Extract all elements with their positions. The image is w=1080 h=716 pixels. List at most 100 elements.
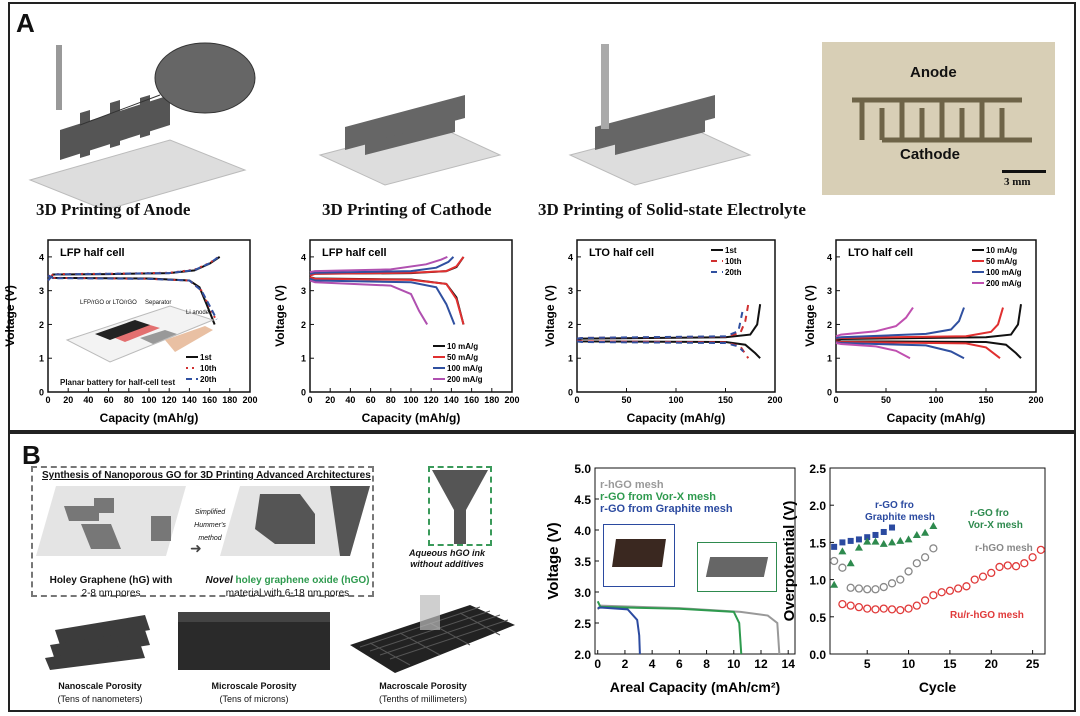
data-point-triangle: [879, 539, 888, 547]
caption-electrolyte: 3D Printing of Solid-state Electrolyte: [538, 200, 806, 219]
arrow-label: Simplified Hummer's method: [194, 509, 226, 542]
data-point-circle: [887, 579, 897, 588]
chart-lto-rates: 0 50 100 150 200 0 1 2 3 4 Capacity (mAh/g) Voltage…: [803, 239, 1044, 425]
y-tick-label: 2.0: [574, 648, 591, 662]
legend-label: 100 mA/g: [986, 268, 1022, 277]
x-tick-label: 5: [864, 657, 871, 671]
data-point-square: [872, 531, 879, 538]
data-point-circle: [896, 605, 905, 615]
data-point-circle: [929, 591, 938, 600]
x-tick-label: 50: [621, 395, 631, 405]
data-point-circle: [871, 605, 880, 614]
series-line: [596, 600, 743, 655]
data-point-square: [855, 536, 862, 543]
data-point-triangle: [871, 537, 880, 545]
y-tick-label: 3: [827, 286, 832, 296]
y-tick-label: 2.0: [809, 499, 826, 513]
y-tick-label: 3.5: [574, 555, 591, 569]
hg-caption-2: 2-8 nm pores: [81, 588, 141, 599]
data-point-triangle: [854, 543, 863, 551]
data-point-circle: [1020, 559, 1029, 568]
data-point-triangle: [838, 547, 847, 555]
x-tick-label: 160: [202, 395, 217, 405]
y-tick-label: 4.5: [574, 493, 591, 507]
y-tick-label: 0.0: [809, 648, 826, 662]
data-point-circle: [987, 568, 996, 578]
y-axis-label: Overpotential (V): [781, 501, 798, 622]
y-axis-label: Voltage (V): [3, 285, 17, 347]
data-point-square: [839, 539, 846, 546]
data-point-circle: [1011, 562, 1021, 571]
vorx-mesh-photo: [697, 542, 777, 592]
y-axis-label: Voltage (V): [545, 522, 562, 599]
porosity-macro-title: Macroscale Porosity: [379, 681, 467, 691]
y-tick-label: 2.5: [574, 617, 591, 631]
chart-title: LFP half cell: [322, 247, 387, 259]
y-tick-label: 1: [568, 354, 573, 364]
inset-separator-label: Separator: [145, 300, 172, 306]
legend-label: 20th: [725, 268, 742, 277]
series-label: r-hGO mesh: [975, 543, 1033, 554]
electrolyte-printing-illustration: [568, 44, 752, 186]
y-tick-label: 3: [568, 286, 573, 296]
data-point-circle: [970, 575, 979, 584]
legend-label: 1st: [725, 246, 737, 255]
x-tick-label: 100: [403, 395, 418, 405]
hgo-caption-green: holey graphene oxide (hGO): [235, 575, 370, 586]
x-tick-label: 160: [464, 395, 479, 405]
data-point-circle: [954, 584, 963, 593]
series-label: Ru/r-hGO mesh: [950, 610, 1024, 621]
legend-label: 10th: [200, 364, 217, 373]
x-tick-label: 4: [649, 657, 656, 671]
legend-label: 50 mA/g: [986, 257, 1017, 266]
y-tick-label: 2.5: [809, 462, 826, 476]
nozzle-zoom-box: [428, 466, 492, 546]
nanoscale-illustration: [45, 615, 150, 670]
y-tick-label: 2: [568, 320, 573, 330]
series-label: Vor-X mesh: [968, 520, 1023, 531]
series-label: Graphite mesh: [865, 512, 935, 523]
legend-label: 50 mA/g: [447, 353, 478, 362]
x-tick-label: 100: [928, 395, 943, 405]
caption-anode: 3D Printing of Anode: [36, 200, 191, 219]
data-point-circle: [1036, 545, 1046, 554]
y-tick-label: 3.0: [574, 586, 591, 600]
y-tick-label: 3: [301, 286, 306, 296]
data-point-square: [831, 543, 838, 550]
data-point-circle: [846, 583, 855, 592]
x-tick-label: 0: [45, 395, 50, 405]
discharge-curve: [309, 276, 465, 325]
data-point-circle: [838, 600, 847, 609]
y-axis-label: Voltage (V): [273, 285, 287, 347]
y-tick-label: 2: [39, 320, 44, 330]
chart-overpotential: 5 10 15 20 25 0.0 0.5 1.0 1.5 2.0 2.5 Cycle Overpote…: [781, 462, 1046, 695]
chart-lto-cycles: 0 50 100 150 200 0 1 2 3 4 Capacity (mAh/g) Voltage…: [543, 239, 783, 425]
planar-battery-inset: [65, 305, 215, 363]
discharge-curve: [835, 342, 911, 360]
chart-areal-capacity: 0 2 4 6 8 10 12 14 2.0 2.5 3.0 3.5 4.0 4.5 5.0 Areal Ca…: [545, 462, 796, 695]
charge-curve: [47, 256, 219, 282]
x-tick-label: 200: [504, 395, 519, 405]
charge-curve: [835, 304, 1022, 341]
x-tick-label: 140: [444, 395, 459, 405]
battery-electrodes: [852, 97, 1032, 143]
discharge-curve: [309, 276, 465, 325]
anode-printing-illustration: [28, 42, 256, 210]
microscale-image: [178, 612, 330, 670]
data-point-circle: [887, 605, 897, 614]
panel-b-label: B: [22, 440, 41, 470]
data-point-circle: [920, 553, 930, 562]
data-point-square: [880, 528, 887, 535]
x-tick-label: 10: [902, 657, 916, 671]
x-tick-label: 6: [676, 657, 683, 671]
data-point-circle: [854, 602, 864, 612]
legend-label: 200 mA/g: [447, 375, 483, 384]
chart-title: LFP half cell: [60, 247, 125, 259]
x-tick-label: 120: [162, 395, 177, 405]
x-tick-label: 150: [718, 395, 733, 405]
x-tick-label: 150: [978, 395, 993, 405]
photo-cathode-label: Cathode: [900, 146, 960, 163]
x-tick-label: 200: [1028, 395, 1043, 405]
legend-label: r-GO from Vor-X mesh: [600, 491, 716, 503]
charge-curve: [576, 304, 750, 340]
